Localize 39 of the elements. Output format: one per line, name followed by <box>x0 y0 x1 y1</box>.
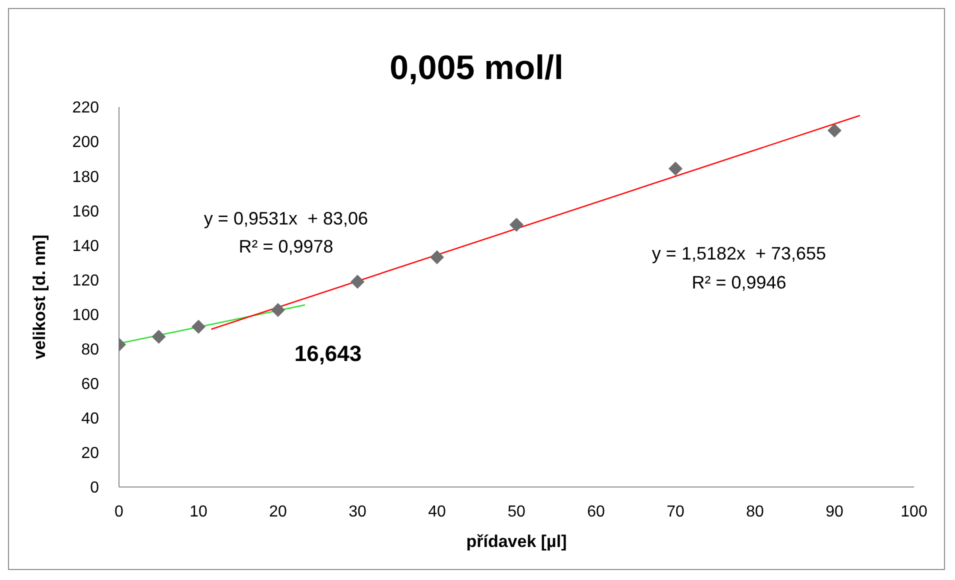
x-tick-label: 30 <box>348 503 366 520</box>
x-tick-label: 0 <box>114 503 124 520</box>
point <box>350 274 364 289</box>
x-tick-label: 50 <box>508 503 526 520</box>
x-tick-label: 100 <box>900 503 928 520</box>
x-tick-label: 10 <box>190 503 208 520</box>
annotation: y = 1,5182x + 73,655 <box>652 244 826 264</box>
x-tick-label: 90 <box>826 503 844 520</box>
point <box>152 330 166 344</box>
x-tick-label: 80 <box>746 503 764 520</box>
y-tick-label: 60 <box>81 376 100 394</box>
point <box>668 162 682 176</box>
annotation: 16,643 <box>294 341 362 367</box>
y-tick-label: 100 <box>72 306 100 324</box>
y-tick-label: 180 <box>72 168 100 186</box>
x-tick-label: 70 <box>666 503 684 520</box>
annotation: R² = 0,9978 <box>238 236 334 258</box>
point <box>192 320 206 334</box>
x-axis-title: přídavek [µl] <box>466 532 567 551</box>
y-tick-label: 200 <box>72 134 100 152</box>
y-tick-label: 40 <box>81 410 100 428</box>
point <box>430 250 444 264</box>
y-tick-label: 220 <box>72 100 100 117</box>
y-tick-label: 80 <box>81 342 100 358</box>
y-tick-label: 20 <box>81 445 100 462</box>
y-tick-label: 120 <box>72 272 100 290</box>
point <box>510 218 524 232</box>
point <box>828 123 842 138</box>
annotation: R² = 0,9946 <box>692 272 786 294</box>
chart-title: 0,005 mol/l <box>388 48 564 89</box>
annotation: y = 0,9531x + 83,06 <box>204 208 368 230</box>
y-tick-label: 160 <box>72 203 100 220</box>
y-tick-label: 140 <box>72 238 100 255</box>
x-tick-label: 40 <box>428 503 446 520</box>
y-axis-title: velikost [d. nm] <box>30 234 50 360</box>
x-tick-label: 20 <box>269 503 287 520</box>
y-tick-label: 0 <box>90 480 100 497</box>
point <box>271 302 285 317</box>
x-tick-label: 60 <box>587 503 605 520</box>
